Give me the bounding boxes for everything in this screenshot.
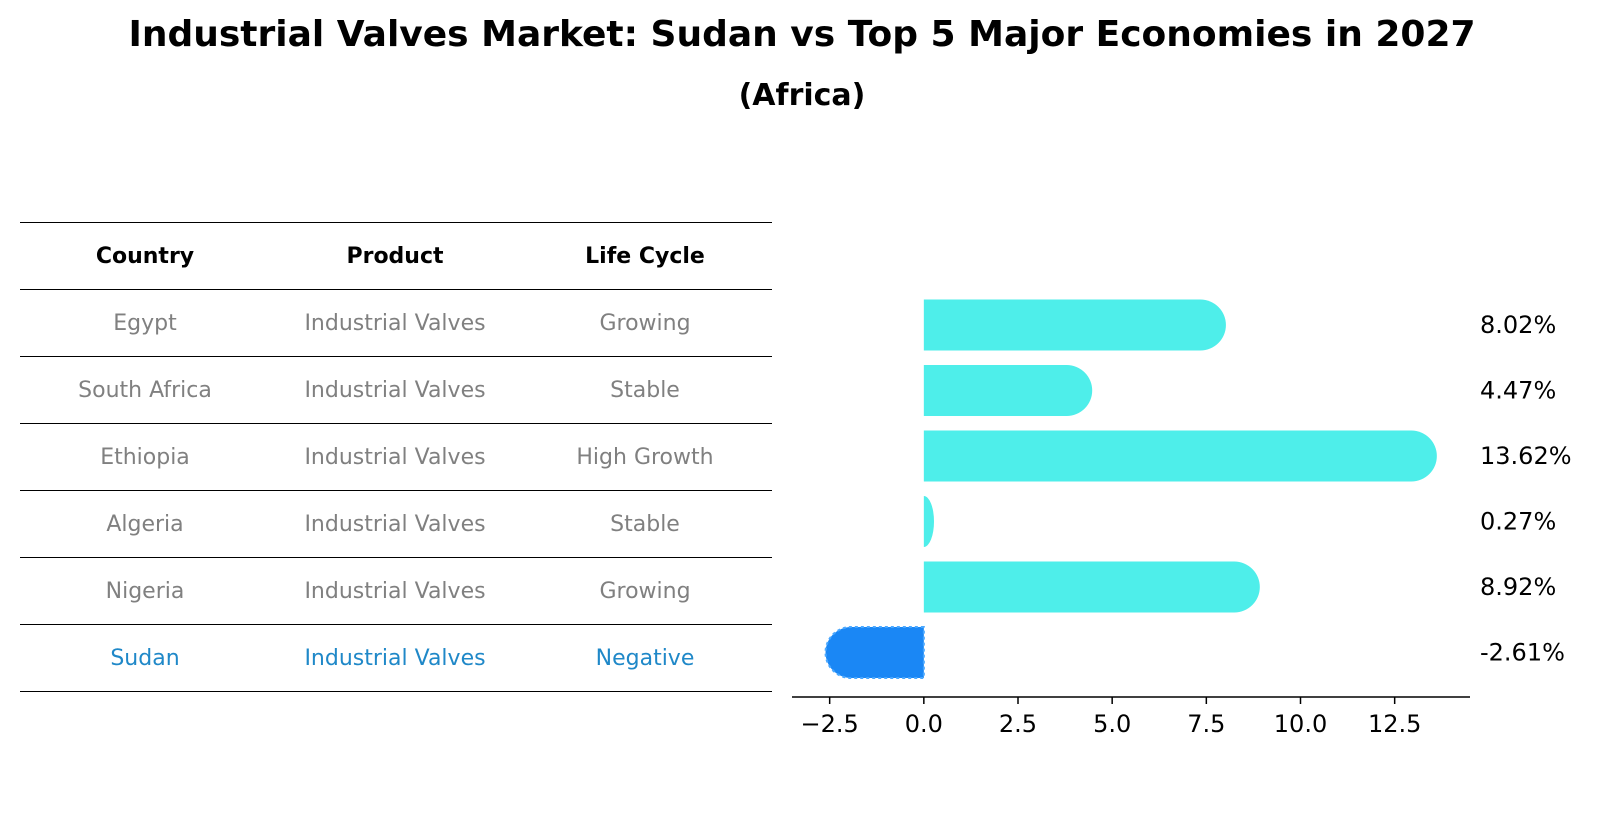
bar-algeria — [923, 496, 935, 547]
x-tick-label: 5.0 — [1093, 710, 1131, 738]
value-label: 4.47% — [1480, 377, 1556, 405]
x-tick-label: 12.5 — [1368, 710, 1421, 738]
value-label: 13.62% — [1480, 442, 1572, 470]
value-label: 0.27% — [1480, 508, 1556, 536]
cell-product: Industrial Valves — [304, 578, 486, 604]
header-life-cycle: Life Cycle — [585, 243, 705, 269]
cell-product: Industrial Valves — [304, 511, 486, 537]
table-row: Ethiopia Industrial Valves High Growth — [20, 424, 772, 491]
header-product: Product — [346, 243, 444, 269]
table-row: Algeria Industrial Valves Stable — [20, 491, 772, 558]
bar-nigeria — [923, 561, 1260, 613]
cell-product: Industrial Valves — [304, 645, 486, 671]
x-tick-label: 7.5 — [1187, 710, 1225, 738]
value-label: 8.92% — [1480, 573, 1556, 601]
chart-title: Industrial Valves Market: Sudan vs Top 5… — [128, 14, 1476, 55]
cell-product: Industrial Valves — [304, 310, 486, 336]
x-tick-label: 0.0 — [905, 710, 943, 738]
bar-egypt — [923, 299, 1226, 351]
cell-country: South Africa — [78, 377, 212, 403]
cell-life-cycle: Growing — [599, 578, 691, 604]
bar-sudan — [824, 626, 925, 679]
cell-product: Industrial Valves — [304, 377, 486, 403]
header-country: Country — [95, 243, 195, 269]
bar-south-africa — [923, 365, 1093, 416]
value-label: -2.61% — [1480, 639, 1565, 667]
table-row: Nigeria Industrial Valves Growing — [20, 558, 772, 625]
cell-country: Nigeria — [105, 578, 185, 604]
x-tick-label: 10.0 — [1274, 710, 1327, 738]
cell-life-cycle: Negative — [595, 645, 695, 671]
market-table: Country Product Life Cycle Egypt Industr… — [20, 222, 772, 692]
cell-country: Egypt — [113, 310, 177, 336]
cell-country: Algeria — [106, 511, 184, 537]
cell-product: Industrial Valves — [304, 444, 486, 470]
x-tick-label: 2.5 — [999, 710, 1037, 738]
table-header-row: Country Product Life Cycle — [20, 223, 772, 290]
bar-ethiopia — [923, 430, 1437, 482]
x-tick-label: −2.5 — [801, 710, 859, 738]
table-row: Egypt Industrial Valves Growing — [20, 290, 772, 357]
cell-country: Ethiopia — [100, 444, 190, 470]
table-row-highlight: Sudan Industrial Valves Negative — [20, 625, 772, 692]
chart-subtitle: (Africa) — [738, 78, 866, 113]
cell-life-cycle: Stable — [610, 511, 680, 537]
cell-life-cycle: Stable — [610, 377, 680, 403]
cell-life-cycle: High Growth — [576, 444, 714, 470]
cell-life-cycle: Growing — [599, 310, 691, 336]
cell-country: Sudan — [110, 645, 180, 671]
value-label: 8.02% — [1480, 311, 1556, 339]
table-row: South Africa Industrial Valves Stable — [20, 357, 772, 424]
